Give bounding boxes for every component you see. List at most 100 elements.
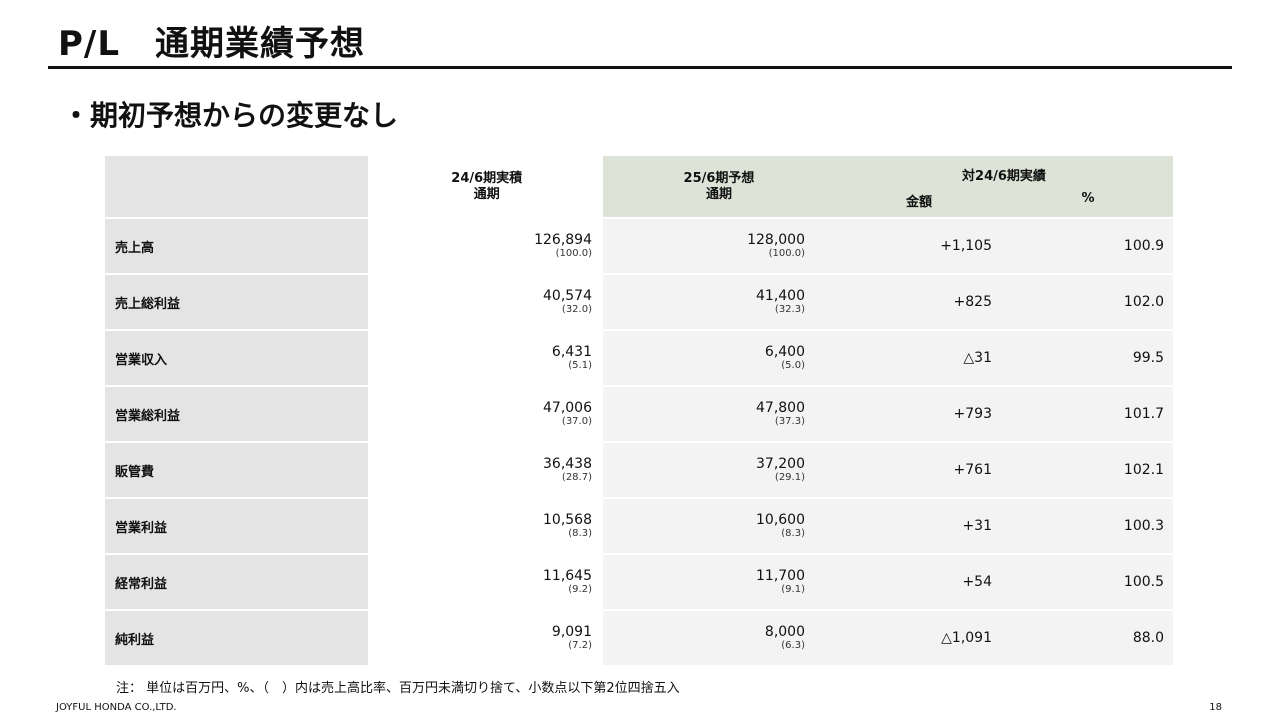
forecast-25-value: 47,800 (756, 400, 805, 416)
row-label: 経常利益 (105, 554, 371, 611)
table-row: 営業収入 6,431 (5.1) 6,400 (5.0) △31 99.5 (105, 330, 1173, 387)
actual-24-ratio: (9.2) (568, 584, 592, 595)
actual-24-cell: 47,006 (37.0) (369, 386, 603, 443)
actual-24-cell: 9,091 (7.2) (369, 610, 603, 667)
actual-24-value: 126,894 (534, 232, 592, 248)
header-forecast-25: 25/6期予想 通期 (603, 156, 835, 219)
diff-percent-cell: 88.0 (1003, 610, 1173, 667)
header-percent: % (1081, 191, 1095, 206)
header-actual-24-line2: 通期 (473, 186, 500, 202)
header-amount: 金額 (905, 195, 932, 210)
header-forecast-25-line2: 通期 (705, 186, 732, 202)
actual-24-cell: 10,568 (8.3) (369, 498, 603, 555)
actual-24-ratio: (7.2) (568, 640, 592, 651)
forecast-25-cell: 37,200 (29.1) (603, 442, 835, 499)
row-label: 営業総利益 (105, 386, 371, 443)
actual-24-value: 47,006 (543, 400, 592, 416)
forecast-25-cell: 8,000 (6.3) (603, 610, 835, 667)
title-divider (48, 66, 1232, 69)
forecast-25-value: 37,200 (756, 456, 805, 472)
row-label: 売上総利益 (105, 274, 371, 331)
actual-24-value: 9,091 (551, 624, 592, 640)
table-row: 営業総利益 47,006 (37.0) 47,800 (37.3) +793 101.7 (105, 386, 1173, 443)
forecast-25-ratio: (32.3) (774, 304, 805, 315)
table-row: 営業利益 10,568 (8.3) 10,600 (8.3) +31 100.3 (105, 498, 1173, 555)
diff-amount-cell: +793 (835, 386, 1003, 443)
page-number: 18 (1209, 702, 1222, 713)
row-label: 営業収入 (105, 330, 371, 387)
diff-percent-cell: 99.5 (1003, 330, 1173, 387)
forecast-25-cell: 10,600 (8.3) (603, 498, 835, 555)
forecast-25-value: 6,400 (764, 344, 805, 360)
table-row: 売上総利益 40,574 (32.0) 41,400 (32.3) +825 102.0 (105, 274, 1173, 331)
header-label-cell (105, 156, 371, 219)
diff-amount-cell: +761 (835, 442, 1003, 499)
actual-24-cell: 126,894 (100.0) (369, 218, 603, 275)
table-row: 経常利益 11,645 (9.2) 11,700 (9.1) +54 100.5 (105, 554, 1173, 611)
forecast-25-ratio: (100.0) (768, 248, 805, 259)
diff-amount-cell: △1,091 (835, 610, 1003, 667)
footnote: 注： 単位は百万円、%、（ ）内は売上高比率、百万円未満切り捨て、小数点以下第2… (116, 681, 680, 696)
forecast-25-cell: 11,700 (9.1) (603, 554, 835, 611)
forecast-25-ratio: (5.0) (781, 360, 805, 371)
diff-amount-cell: +54 (835, 554, 1003, 611)
header-actual-24: 24/6期実積 通期 (369, 156, 603, 219)
actual-24-value: 11,645 (543, 568, 592, 584)
forecast-25-ratio: (37.3) (774, 416, 805, 427)
actual-24-ratio: (5.1) (568, 360, 592, 371)
actual-24-value: 6,431 (551, 344, 592, 360)
diff-percent-cell: 100.3 (1003, 498, 1173, 555)
diff-amount-cell: △31 (835, 330, 1003, 387)
forecast-25-value: 41,400 (756, 288, 805, 304)
actual-24-ratio: (28.7) (561, 472, 592, 483)
diff-percent-cell: 101.7 (1003, 386, 1173, 443)
page-title: P/L 通期業績予想 (58, 24, 366, 64)
actual-24-value: 40,574 (543, 288, 592, 304)
forecast-25-ratio: (6.3) (781, 640, 805, 651)
actual-24-cell: 40,574 (32.0) (369, 274, 603, 331)
diff-amount-cell: +31 (835, 498, 1003, 555)
header-forecast-25-line1: 25/6期予想 (683, 170, 755, 186)
diff-percent-cell: 102.0 (1003, 274, 1173, 331)
actual-24-ratio: (32.0) (561, 304, 592, 315)
actual-24-cell: 6,431 (5.1) (369, 330, 603, 387)
forecast-25-cell: 41,400 (32.3) (603, 274, 835, 331)
table-row: 売上高 126,894 (100.0) 128,000 (100.0) +1,105 100… (105, 218, 1173, 275)
forecast-25-cell: 47,800 (37.3) (603, 386, 835, 443)
forecast-25-ratio: (29.1) (774, 472, 805, 483)
diff-percent-cell: 100.5 (1003, 554, 1173, 611)
pl-forecast-table: 24/6期実積 通期 25/6期予想 通期 対24/6期実績 金額 % 売上高 1… (105, 156, 1173, 667)
forecast-25-cell: 128,000 (100.0) (603, 218, 835, 275)
page-subtitle: ・期初予想からの変更なし (62, 99, 399, 132)
table-row: 純利益 9,091 (7.2) 8,000 (6.3) △1,091 88.0 (105, 610, 1173, 667)
actual-24-ratio: (37.0) (561, 416, 592, 427)
forecast-25-value: 128,000 (747, 232, 805, 248)
forecast-25-ratio: (8.3) (781, 528, 805, 539)
actual-24-cell: 36,438 (28.7) (369, 442, 603, 499)
row-label: 販管費 (105, 442, 371, 499)
header-vs-actual-group: 対24/6期実績 金額 % (835, 156, 1173, 219)
actual-24-value: 36,438 (543, 456, 592, 472)
diff-percent-cell: 100.9 (1003, 218, 1173, 275)
header-actual-24-line1: 24/6期実積 (451, 170, 523, 186)
forecast-25-cell: 6,400 (5.0) (603, 330, 835, 387)
forecast-25-ratio: (9.1) (781, 584, 805, 595)
forecast-25-value: 10,600 (756, 512, 805, 528)
company-name: JOYFUL HONDA CO.,LTD. (56, 702, 177, 713)
actual-24-value: 10,568 (543, 512, 592, 528)
actual-24-ratio: (8.3) (568, 528, 592, 539)
diff-amount-cell: +825 (835, 274, 1003, 331)
table-header-row: 24/6期実積 通期 25/6期予想 通期 対24/6期実績 金額 % (105, 156, 1173, 219)
actual-24-cell: 11,645 (9.2) (369, 554, 603, 611)
diff-amount-cell: +1,105 (835, 218, 1003, 275)
forecast-25-value: 11,700 (756, 568, 805, 584)
header-vs-actual-title: 対24/6期実績 (962, 169, 1046, 184)
row-label: 売上高 (105, 218, 371, 275)
row-label: 営業利益 (105, 498, 371, 555)
diff-percent-cell: 102.1 (1003, 442, 1173, 499)
table-body: 売上高 126,894 (100.0) 128,000 (100.0) +1,105 100… (105, 218, 1173, 667)
table-row: 販管費 36,438 (28.7) 37,200 (29.1) +761 102.1 (105, 442, 1173, 499)
row-label: 純利益 (105, 610, 371, 667)
actual-24-ratio: (100.0) (555, 248, 592, 259)
